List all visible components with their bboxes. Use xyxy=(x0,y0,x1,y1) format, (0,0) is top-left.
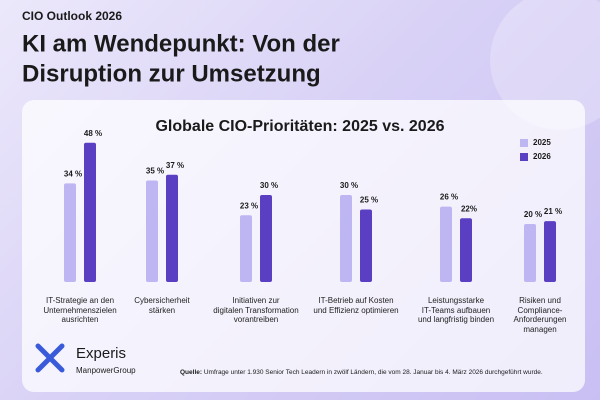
x-tick-label: Risiken und Compliance- Anforderungen ma… xyxy=(513,296,567,334)
bar xyxy=(340,195,352,282)
legend-label: 2026 xyxy=(533,152,551,161)
value-label: 37 % xyxy=(166,161,184,170)
bar xyxy=(166,174,178,282)
bar xyxy=(440,206,452,282)
bar xyxy=(240,215,252,282)
value-label: 48 % xyxy=(84,129,102,138)
x-tick-label: IT-Betrieb auf Kosten und Effizienz opti… xyxy=(313,296,399,315)
bar xyxy=(360,209,372,282)
bar xyxy=(260,195,272,282)
source-label: Quelle: xyxy=(180,369,202,376)
bar xyxy=(544,221,556,282)
value-label: 22% xyxy=(461,204,477,213)
decor xyxy=(490,0,600,130)
legend-swatch xyxy=(520,139,528,147)
chart-title: Globale CIO-Prioritäten: 2025 vs. 2026 xyxy=(155,118,444,135)
kicker: CIO Outlook 2026 xyxy=(22,9,122,23)
value-label: 26 % xyxy=(440,193,458,202)
brand-sub: ManpowerGroup xyxy=(76,366,136,375)
x-tick-label: Initiativen zur digitalen Transformation… xyxy=(213,296,299,324)
value-label: 34 % xyxy=(64,170,82,179)
bar xyxy=(84,142,96,282)
bar xyxy=(146,180,158,282)
source: Quelle: Umfrage unter 1.930 Senior Tech … xyxy=(180,369,543,376)
title: Disruption zur Umsetzung xyxy=(22,60,321,87)
value-label: 25 % xyxy=(360,196,378,205)
value-label: 20 % xyxy=(524,210,542,219)
value-label: 23 % xyxy=(240,201,258,210)
x-tick-label: IT-Strategie an den Unternehmenszielen a… xyxy=(43,296,117,324)
x-tick-label: Cybersicherheit stärken xyxy=(134,296,190,315)
bar xyxy=(524,224,536,282)
bar xyxy=(460,218,472,282)
legend-label: 2025 xyxy=(533,138,551,147)
legend-swatch xyxy=(520,153,528,161)
bar xyxy=(64,183,76,282)
value-label: 30 % xyxy=(340,181,358,190)
value-label: 35 % xyxy=(146,167,164,176)
brand: Experis xyxy=(76,345,126,362)
logo xyxy=(35,343,65,373)
value-label: 30 % xyxy=(260,181,278,190)
source-text: Umfrage unter 1.930 Senior Tech Leadern … xyxy=(204,369,543,376)
value-label: 21 % xyxy=(544,207,562,216)
title: KI am Wendepunkt: Von der xyxy=(22,30,340,57)
panel xyxy=(22,100,585,392)
x-tick-label: Leistungsstarke IT-Teams aufbauen und la… xyxy=(417,296,495,324)
